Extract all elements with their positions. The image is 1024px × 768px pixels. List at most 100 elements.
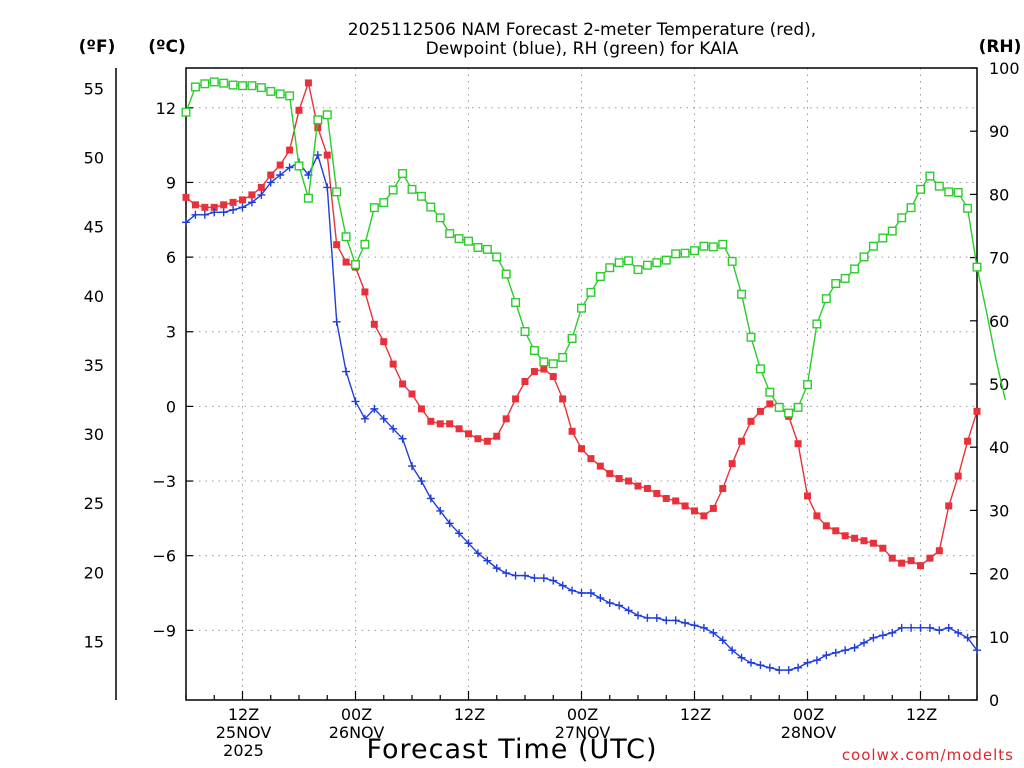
- temperature-point: [483, 437, 491, 445]
- temperature-point: [756, 407, 764, 415]
- temperature-point: [314, 124, 322, 132]
- dewpoint-point: [408, 462, 416, 471]
- series-line: [185, 80, 978, 567]
- rh-point: [755, 364, 765, 374]
- temperature-point: [361, 288, 369, 296]
- time-tick-label: 28NOV: [781, 723, 837, 742]
- fahrenheit-tick-label: 15: [84, 632, 104, 651]
- dewpoint-point: [652, 613, 661, 622]
- temperature-point: [691, 507, 698, 515]
- rh-point: [332, 187, 342, 197]
- rh-point: [237, 81, 247, 91]
- rh-point: [934, 181, 944, 191]
- rh-point: [285, 91, 295, 101]
- rh-point: [821, 294, 831, 304]
- temperature-point: [229, 198, 237, 206]
- dewpoint-point: [511, 571, 520, 580]
- temperature-point: [964, 437, 972, 445]
- celsius-tick-label: 0: [166, 397, 176, 416]
- x-axis-title: Forecast Time (UTC): [366, 734, 657, 765]
- rh-point: [464, 236, 474, 246]
- temperature-point: [662, 494, 670, 502]
- rh-point: [473, 242, 483, 252]
- temperature-point: [672, 497, 680, 505]
- dewpoint-point: [709, 628, 718, 637]
- dewpoint-point: [276, 170, 285, 179]
- temperature-point: [389, 360, 397, 368]
- temperature-point: [587, 455, 595, 463]
- celsius-tick-label: 12: [156, 99, 176, 118]
- rh-unit-label: (RH): [979, 37, 1022, 57]
- temperature-point: [643, 485, 651, 493]
- rh-point: [633, 265, 643, 275]
- rh-point: [652, 258, 662, 268]
- rh-point: [718, 239, 728, 249]
- rh-point: [765, 387, 775, 397]
- temperature-point: [323, 151, 331, 159]
- rh-point: [209, 77, 219, 87]
- dewpoint-point: [483, 556, 492, 565]
- dewpoint-point: [549, 576, 558, 585]
- time-tick-label: 26NOV: [329, 723, 385, 742]
- dewpoint-point: [577, 589, 586, 598]
- rh-point: [793, 402, 803, 412]
- temperature-point: [286, 146, 294, 154]
- dewpoint-point: [464, 539, 473, 548]
- time-tick-label: 12Z: [680, 705, 711, 724]
- temperature-point: [841, 532, 849, 540]
- dewpoint-point: [747, 658, 755, 667]
- temperature-point: [851, 534, 859, 542]
- dewpoint-point: [445, 519, 454, 528]
- dewpoint-point: [323, 183, 332, 192]
- rh-point: [972, 262, 982, 272]
- celsius-tick-label: −9: [152, 621, 176, 640]
- dewpoint-point: [850, 643, 859, 652]
- temperature-point: [408, 390, 416, 398]
- fahrenheit-tick-label: 35: [84, 356, 104, 375]
- dewpoint-point: [191, 210, 200, 219]
- temperature-point: [747, 417, 755, 425]
- dewpoint-point: [539, 574, 548, 583]
- time-tick-label: 00Z: [341, 705, 372, 724]
- rh-tick-label: 10: [989, 628, 1009, 647]
- dewpoint-point: [332, 317, 341, 326]
- time-tick-label: 00Z: [567, 705, 598, 724]
- temperature-point: [446, 420, 454, 428]
- temperature-point: [898, 559, 906, 567]
- dewpoint-point: [615, 601, 624, 610]
- rh-point: [916, 184, 926, 194]
- temperature-point: [954, 472, 962, 480]
- rh-point: [200, 79, 210, 89]
- dewpoint-point: [182, 218, 190, 227]
- rh-tick-label: 70: [989, 249, 1009, 268]
- dewpoint-point: [841, 646, 850, 655]
- temperature-point: [596, 462, 604, 470]
- dewpoint-point: [681, 618, 690, 627]
- rh-point: [416, 191, 426, 201]
- rh-point: [708, 242, 718, 252]
- dewpoint-point: [436, 506, 445, 515]
- temperature-point: [653, 489, 661, 497]
- rh-point: [840, 273, 850, 283]
- temperature-point: [832, 527, 840, 535]
- dewpoint-point: [944, 623, 953, 632]
- dewpoint-point: [200, 210, 209, 219]
- temperature-point: [813, 512, 821, 520]
- rh-point: [595, 272, 605, 282]
- plot-frame: [185, 67, 978, 701]
- rh-point: [671, 249, 681, 259]
- rh-point: [539, 357, 549, 367]
- temperature-point: [210, 203, 218, 211]
- rh-tick-label: 90: [989, 122, 1009, 141]
- temperature-point: [578, 445, 585, 453]
- temperature-point: [634, 482, 642, 490]
- rh-point: [605, 263, 615, 273]
- rh-point: [690, 246, 700, 256]
- fahrenheit-tick-label: 40: [84, 287, 104, 306]
- rh-point: [963, 203, 973, 213]
- rh-point: [661, 255, 671, 265]
- rh-point: [351, 260, 361, 270]
- dewpoint-point: [925, 623, 934, 632]
- dewpoint-point: [718, 636, 727, 645]
- temperature-point: [728, 460, 736, 468]
